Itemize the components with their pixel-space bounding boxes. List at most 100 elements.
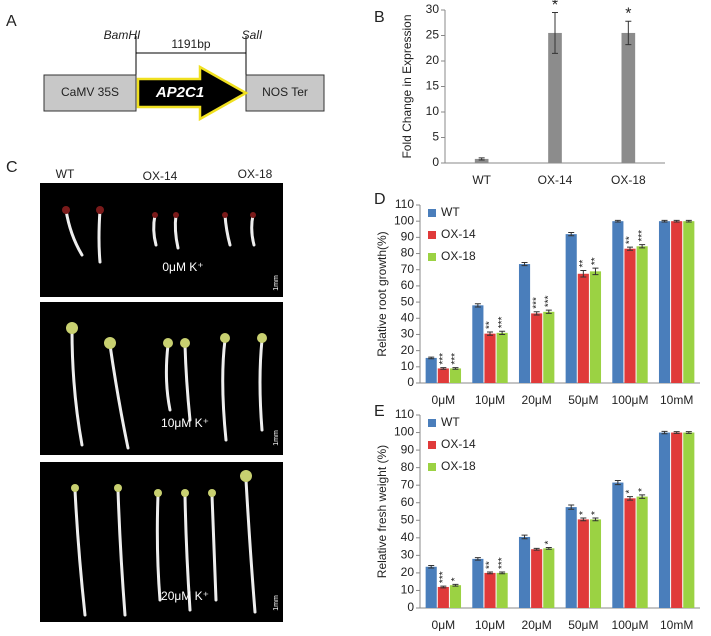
bar bbox=[683, 221, 695, 383]
error-bar bbox=[625, 20, 632, 46]
error-bar bbox=[474, 557, 481, 561]
y-tick-label: 30 bbox=[426, 2, 440, 16]
significance: *** bbox=[438, 571, 449, 583]
significance: *** bbox=[531, 297, 542, 309]
significance: * bbox=[450, 577, 461, 581]
error-bar bbox=[592, 517, 599, 522]
x-tick-label: OX-18 bbox=[611, 173, 646, 187]
y-tick-label: 100 bbox=[394, 425, 414, 439]
legend-swatch bbox=[428, 253, 436, 261]
scale-label: 1mm bbox=[273, 595, 280, 611]
column-label: WT bbox=[56, 167, 75, 181]
significance: ** bbox=[485, 321, 496, 329]
y-tick-label: 5 bbox=[432, 130, 439, 144]
error-bar bbox=[440, 585, 447, 589]
promoter-box bbox=[43, 74, 137, 112]
bar bbox=[484, 333, 496, 383]
error-bar bbox=[533, 311, 540, 316]
y-tick-label: 80 bbox=[401, 460, 415, 474]
significance: *** bbox=[637, 230, 648, 242]
error-bar bbox=[452, 367, 459, 370]
legend-label: OX-14 bbox=[441, 227, 476, 241]
bar bbox=[474, 158, 489, 163]
y-tick-label: 0 bbox=[407, 600, 414, 614]
y-tick-label: 60 bbox=[401, 278, 415, 292]
panel-label: C bbox=[6, 159, 18, 176]
significance: ** bbox=[590, 257, 601, 265]
error-bar bbox=[428, 356, 435, 360]
bar bbox=[621, 32, 636, 164]
error-bar bbox=[627, 496, 633, 501]
error-bar bbox=[545, 546, 552, 550]
error-bar bbox=[552, 12, 558, 54]
gene-label: AP2C1 bbox=[155, 84, 204, 101]
error-bar bbox=[685, 431, 692, 434]
y-tick-label: 10 bbox=[426, 104, 440, 118]
panel-label: B bbox=[374, 9, 385, 26]
x-tick-label: 10μM bbox=[475, 393, 505, 407]
error-bar bbox=[568, 232, 575, 237]
y-tick-label: 15 bbox=[426, 79, 440, 93]
y-tick-label: 20 bbox=[401, 343, 415, 357]
panel-label: E bbox=[374, 403, 385, 420]
error-bar bbox=[440, 367, 447, 370]
bar bbox=[577, 519, 589, 608]
x-tick-label: 100μM bbox=[612, 618, 649, 631]
promoter-label: CaMV 35S bbox=[61, 85, 119, 99]
bar bbox=[577, 273, 589, 383]
x-tick-label: OX-14 bbox=[538, 173, 573, 187]
scale-label: 1mm bbox=[273, 275, 280, 291]
legend-label: OX-18 bbox=[441, 459, 476, 473]
significance: * bbox=[578, 511, 589, 515]
error-bar bbox=[499, 571, 506, 575]
y-tick-label: 80 bbox=[401, 246, 415, 260]
bar bbox=[484, 572, 496, 608]
bar bbox=[671, 432, 683, 608]
error-bar bbox=[661, 219, 668, 223]
legend-swatch bbox=[428, 441, 436, 449]
site-label: BamHI bbox=[104, 28, 141, 42]
bar bbox=[683, 432, 695, 608]
photo bbox=[40, 462, 283, 622]
error-bar bbox=[533, 547, 540, 551]
x-tick-label: 20μM bbox=[522, 393, 552, 407]
error-bar bbox=[639, 244, 646, 249]
x-tick-label: 50μM bbox=[568, 618, 598, 631]
bar bbox=[531, 549, 543, 608]
bar bbox=[636, 496, 648, 608]
panel-label: A bbox=[6, 13, 17, 30]
error-bar bbox=[478, 157, 485, 161]
legend-label: OX-14 bbox=[441, 437, 476, 451]
error-bar bbox=[639, 494, 646, 499]
terminator-box bbox=[245, 74, 325, 112]
significance: *** bbox=[450, 353, 461, 365]
bar bbox=[472, 305, 484, 383]
bar bbox=[496, 572, 508, 608]
bar bbox=[496, 332, 508, 383]
bar bbox=[658, 432, 671, 608]
y-tick-label: 10 bbox=[401, 359, 415, 373]
y-tick-label: 25 bbox=[426, 28, 440, 42]
legend-label: WT bbox=[441, 205, 460, 219]
error-bar bbox=[614, 479, 621, 486]
bar bbox=[636, 246, 648, 383]
error-bar bbox=[627, 246, 633, 251]
y-tick-label: 10 bbox=[401, 583, 415, 597]
condition-label: 0μM K⁺ bbox=[162, 260, 203, 274]
y-tick-label: 0 bbox=[407, 375, 414, 389]
panel-label: D bbox=[374, 191, 386, 208]
bar bbox=[589, 519, 602, 608]
y-tick-label: 90 bbox=[401, 442, 415, 456]
legend-swatch bbox=[428, 231, 436, 239]
significance: ** bbox=[578, 260, 589, 268]
legend-swatch bbox=[428, 209, 436, 217]
y-axis-label: Relative fresh weight (%) bbox=[375, 445, 389, 578]
y-tick-label: 70 bbox=[401, 477, 415, 491]
x-tick-label: 10μM bbox=[475, 618, 505, 631]
significance: * bbox=[625, 490, 636, 494]
x-tick-label: 0μM bbox=[432, 393, 456, 407]
bar bbox=[437, 368, 449, 383]
x-tick-label: 20μM bbox=[522, 618, 552, 631]
y-axis-label: Relative root growth(%) bbox=[375, 231, 389, 356]
